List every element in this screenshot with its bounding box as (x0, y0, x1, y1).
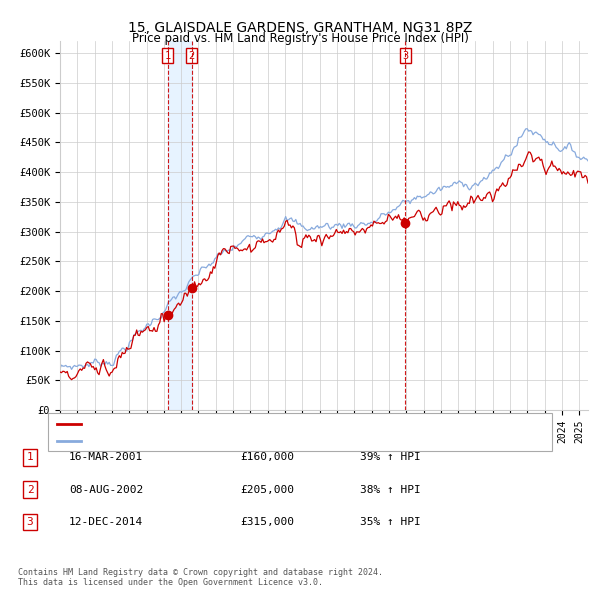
Text: 3: 3 (26, 517, 34, 527)
Text: 35% ↑ HPI: 35% ↑ HPI (360, 517, 421, 527)
Text: 08-AUG-2002: 08-AUG-2002 (69, 485, 143, 494)
Text: £160,000: £160,000 (240, 453, 294, 462)
Text: 38% ↑ HPI: 38% ↑ HPI (360, 485, 421, 494)
Text: 3: 3 (402, 51, 409, 61)
Text: £315,000: £315,000 (240, 517, 294, 527)
Text: 39% ↑ HPI: 39% ↑ HPI (360, 453, 421, 462)
Text: 12-DEC-2014: 12-DEC-2014 (69, 517, 143, 527)
Text: 15, GLAISDALE GARDENS, GRANTHAM, NG31 8PZ: 15, GLAISDALE GARDENS, GRANTHAM, NG31 8P… (128, 21, 472, 35)
Bar (167, 41, 191, 410)
Text: 2: 2 (26, 485, 34, 494)
Text: HPI: Average price, detached house, South Kesteven: HPI: Average price, detached house, Sout… (87, 435, 400, 445)
Text: 2: 2 (188, 51, 194, 61)
Text: Price paid vs. HM Land Registry's House Price Index (HPI): Price paid vs. HM Land Registry's House … (131, 32, 469, 45)
Text: £205,000: £205,000 (240, 485, 294, 494)
Text: 16-MAR-2001: 16-MAR-2001 (69, 453, 143, 462)
Text: 1: 1 (26, 453, 34, 462)
Text: 1: 1 (164, 51, 170, 61)
Text: 15, GLAISDALE GARDENS, GRANTHAM, NG31 8PZ (detached house): 15, GLAISDALE GARDENS, GRANTHAM, NG31 8P… (87, 419, 449, 429)
Text: Contains HM Land Registry data © Crown copyright and database right 2024.
This d: Contains HM Land Registry data © Crown c… (18, 568, 383, 587)
